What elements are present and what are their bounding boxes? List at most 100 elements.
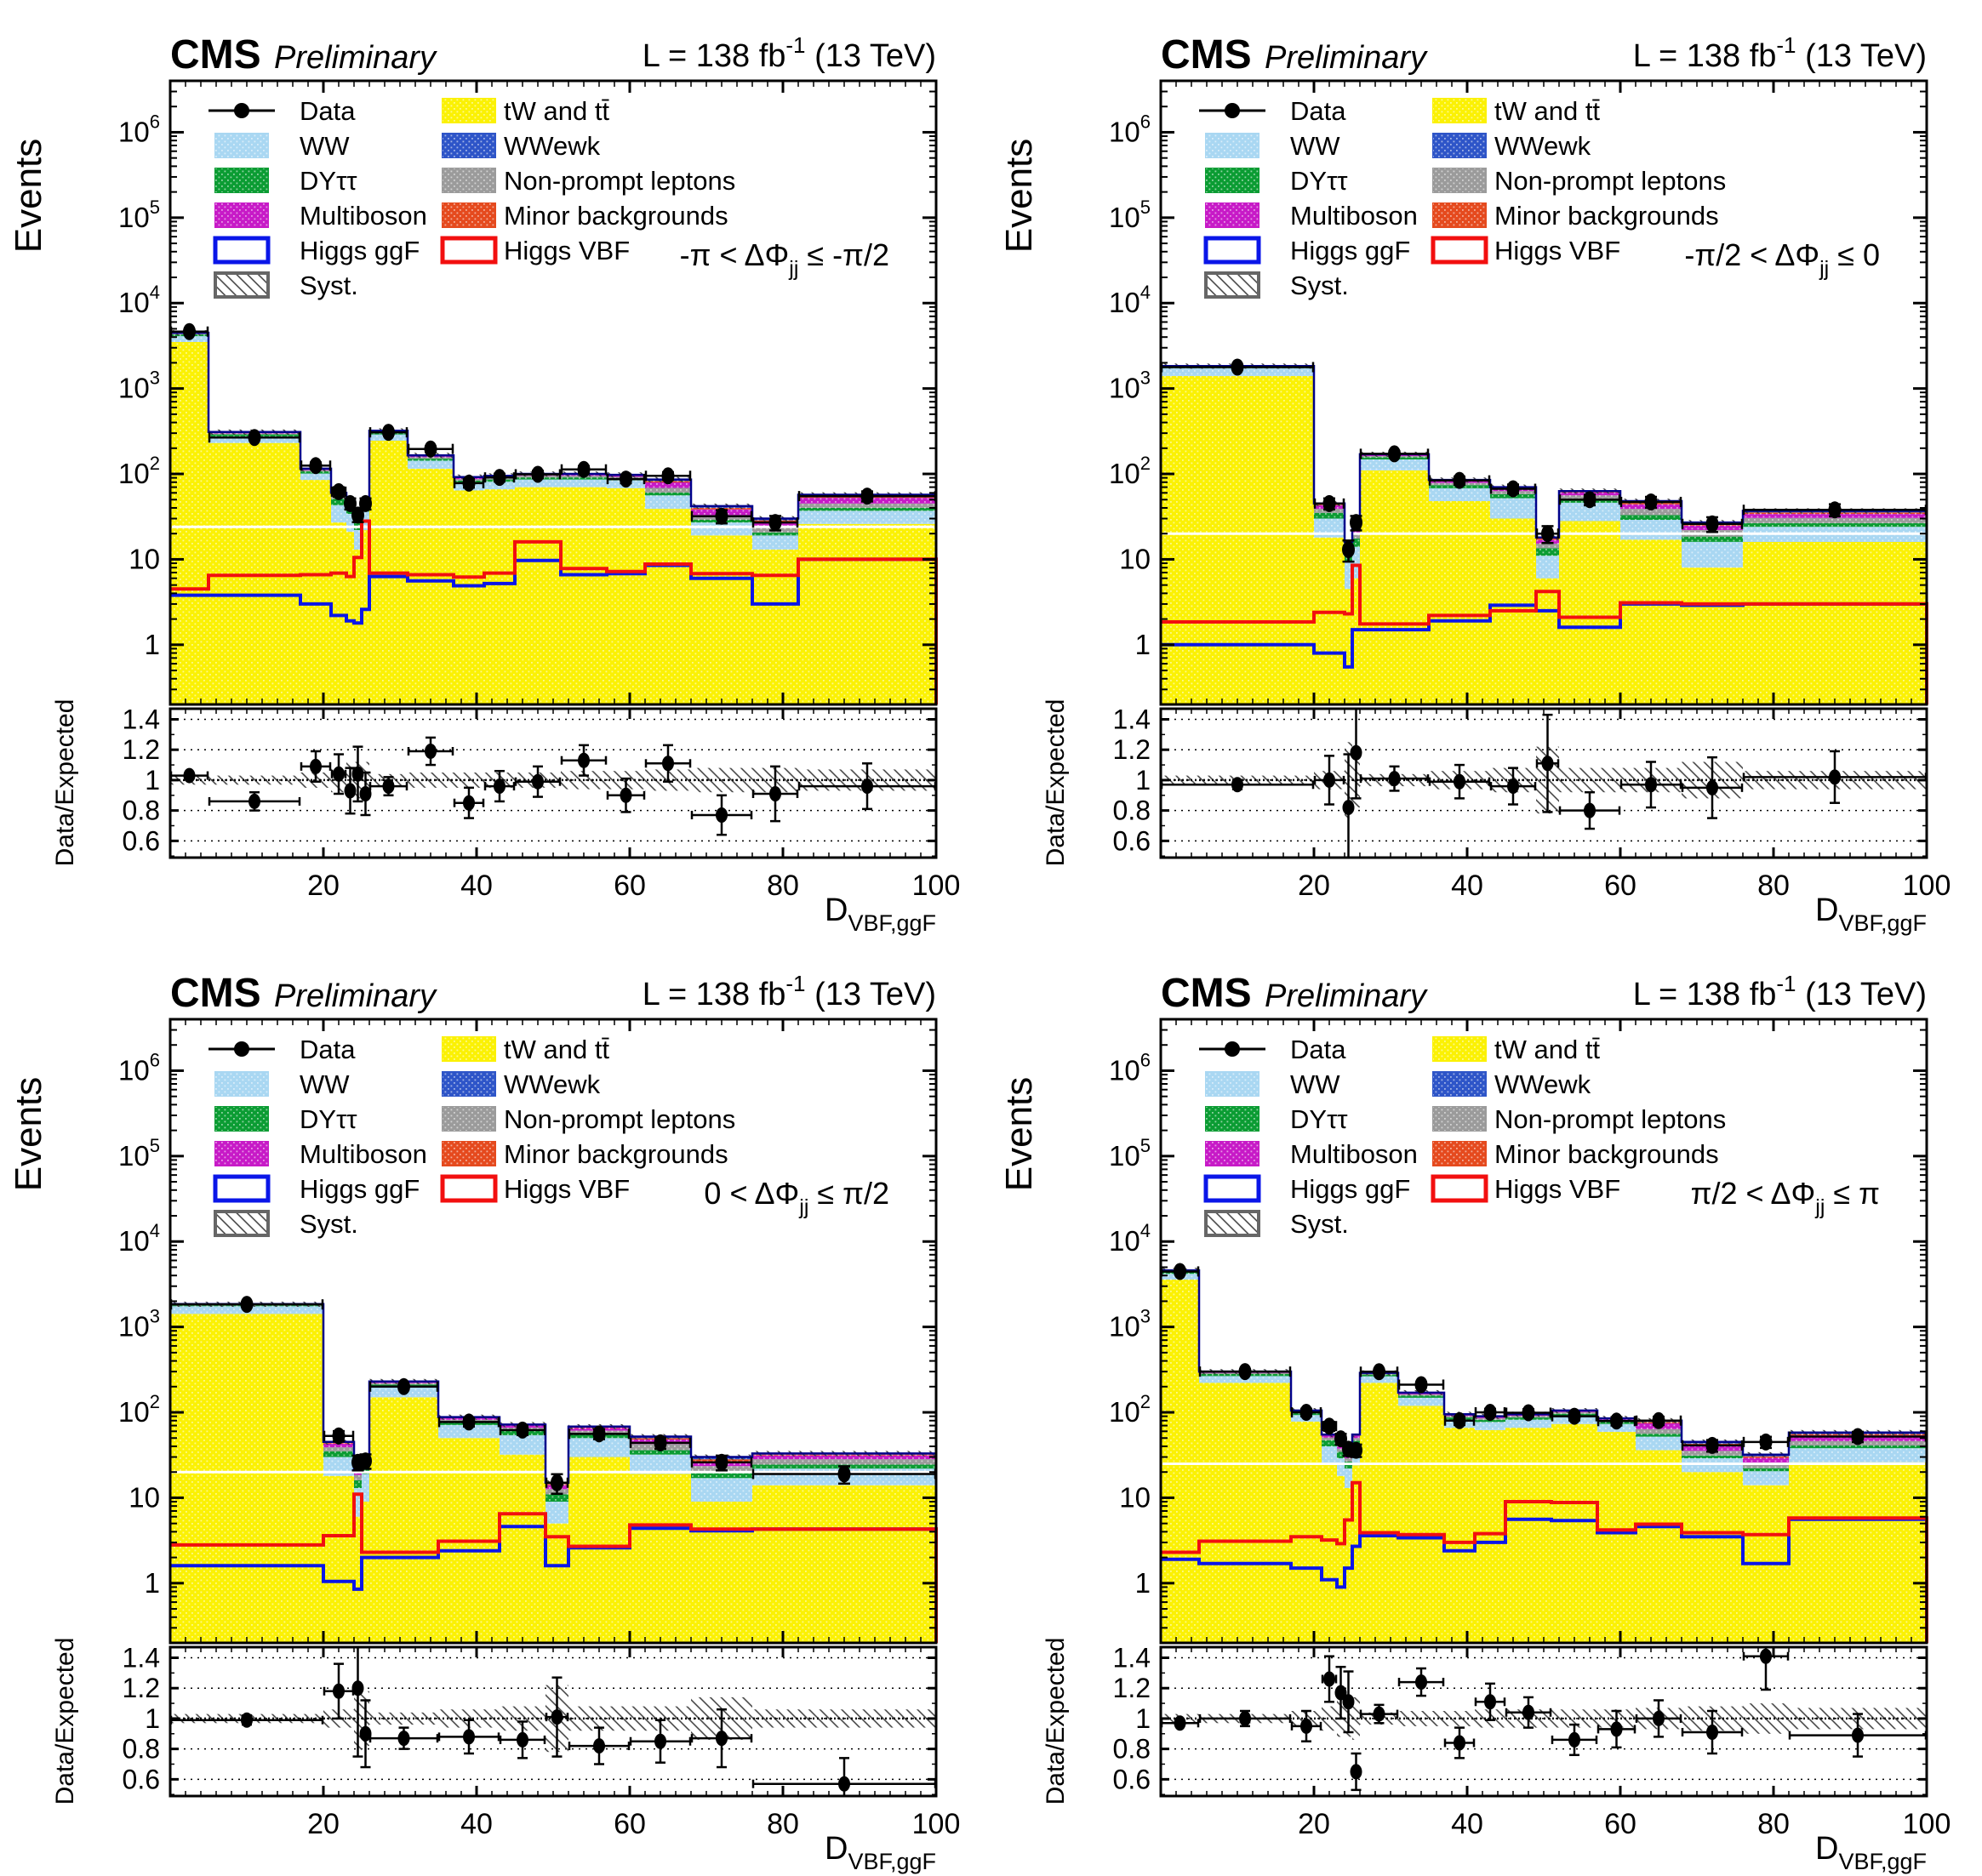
texture-rect xyxy=(1360,453,1429,704)
higgs-vbf-line xyxy=(170,519,938,704)
ratio-tick-label: 0.6 xyxy=(123,825,160,856)
ratio-point xyxy=(407,736,454,767)
panel-header: CMS Preliminary L = 138 fb-1 (13 TeV) xyxy=(1161,971,1927,1016)
x-tick-label: 100 xyxy=(1903,870,1951,902)
ratio-marker xyxy=(1342,1694,1355,1710)
ratio-tick-label: 0.6 xyxy=(123,1764,160,1794)
y-tick-label: 10 xyxy=(129,543,160,574)
legend-swatch-texture xyxy=(215,203,268,227)
data-point xyxy=(751,514,799,532)
legend: Data WW DYττ Multiboson Higgs ggF Syst. tW and… xyxy=(208,1035,735,1239)
ratio-point xyxy=(453,786,485,819)
ratio-point xyxy=(351,745,364,803)
x-axis-title-group: DVBF,ggF xyxy=(825,1831,936,1874)
x-tick-label: 80 xyxy=(1757,870,1790,902)
legend-swatch-texture xyxy=(443,203,495,227)
y-tick-label: 104 xyxy=(118,1220,160,1257)
data-point xyxy=(1489,480,1537,498)
data-marker xyxy=(351,506,364,524)
ratio-point xyxy=(1397,1667,1445,1697)
data-point xyxy=(1443,1411,1476,1429)
ratio-marker xyxy=(333,1683,345,1699)
y-tick-label: 105 xyxy=(1109,1135,1151,1172)
ratio-plot: 0.60.811.21.4 20 40 60 80 100 xyxy=(1113,704,1951,903)
ratio-point xyxy=(1359,765,1430,792)
data-point xyxy=(1198,1363,1292,1381)
texture-rect xyxy=(545,1482,568,1643)
legend-line-swatch xyxy=(213,236,271,265)
legend-swatch-texture xyxy=(1433,1072,1486,1096)
legend-label: Data xyxy=(300,1035,356,1064)
data-point xyxy=(1359,1363,1399,1381)
legend-item-higgs_ggf: Higgs ggF xyxy=(1203,236,1410,265)
ratio-point xyxy=(545,1676,569,1758)
ratio-point xyxy=(1474,1682,1506,1721)
data-point xyxy=(1558,491,1621,509)
ratio-marker xyxy=(1239,1710,1251,1726)
legend-hatch-swatch xyxy=(1204,271,1260,299)
ratio-tick-label: 0.8 xyxy=(1113,795,1151,826)
ratio-point xyxy=(1359,1703,1399,1725)
preliminary-label: Preliminary xyxy=(1265,978,1428,1014)
legend-label: Data xyxy=(300,96,356,126)
texture-rect xyxy=(752,518,798,704)
legend-swatch-texture xyxy=(443,99,495,123)
legend-item-data: Data xyxy=(1199,1035,1346,1064)
legend-item-dytt: DYττ xyxy=(214,166,357,196)
ratio-marker xyxy=(1645,777,1657,793)
legend-data-marker xyxy=(1225,1041,1240,1057)
y-tick-label: 102 xyxy=(1109,1391,1151,1428)
legend-label: Non-prompt leptons xyxy=(504,1104,735,1134)
texture-rect xyxy=(1291,1410,1322,1643)
legend-swatch-texture xyxy=(1433,203,1486,227)
legend-item-multiboson: Multiboson xyxy=(1205,201,1418,231)
x-axis-title: DVBF,ggF xyxy=(1815,1831,1927,1874)
ratio-syst-rect xyxy=(208,775,300,785)
legend-item-minor: Minor backgrounds xyxy=(442,201,728,231)
legend-item-tw_tt: tW and tt̄ xyxy=(1432,1035,1600,1064)
lumi-label: L = 138 fb-1 (13 TeV) xyxy=(643,32,936,74)
panel-top-right: CMS Preliminary L = 138 fb-1 (13 TeV) Event… xyxy=(991,0,1982,938)
data-point xyxy=(1474,1404,1506,1422)
data-marker xyxy=(1759,1433,1773,1451)
legend-item-higgs_ggf: Higgs ggF xyxy=(1203,1174,1410,1204)
legend-hatch-swatch xyxy=(214,1210,270,1237)
higgs-ggf-line xyxy=(170,1525,938,1643)
ratio-point xyxy=(644,744,692,783)
texture-rect xyxy=(1345,1453,1352,1643)
ratio-marker xyxy=(1323,772,1335,788)
legend-item-higgs_ggf: Higgs ggF xyxy=(213,1174,420,1204)
texture-rect xyxy=(1505,1414,1551,1643)
main-axes: 1 10 102 103 104 105 106 xyxy=(1109,1018,1928,1645)
preliminary-label: Preliminary xyxy=(274,978,437,1014)
ratio-point xyxy=(169,1712,324,1728)
legend-label: Data xyxy=(1290,96,1346,126)
x-tick-label: 60 xyxy=(614,1808,646,1840)
legend-item-ww: WW xyxy=(214,1069,350,1099)
ratio-marker xyxy=(532,773,544,790)
panel-svg: CMS Preliminary L = 138 fb-1 (13 TeV) Event… xyxy=(8,32,960,936)
legend-label: Higgs VBF xyxy=(504,1174,630,1204)
x-tick-label: 60 xyxy=(1604,1808,1636,1840)
legend-item-minor: Minor backgrounds xyxy=(1432,201,1719,231)
legend-label: tW and tt̄ xyxy=(504,1035,609,1064)
data-point xyxy=(359,494,372,512)
ratio-marker xyxy=(1373,1706,1385,1722)
ratio-tick-label: 1.2 xyxy=(123,1673,160,1703)
phase-space-annotation: 0 < ΔΦjj ≤ π/2 xyxy=(704,1176,889,1219)
ratio-point xyxy=(514,765,562,798)
panel-svg: CMS Preliminary L = 138 fb-1 (13 TeV) Event… xyxy=(8,971,960,1874)
ratio-axis-title: Data/Expected xyxy=(51,699,79,867)
data-marker xyxy=(332,482,346,500)
data-marker xyxy=(1231,358,1244,376)
data-marker xyxy=(516,1421,529,1439)
ratio-point xyxy=(1535,713,1560,813)
ratio-marker xyxy=(769,786,781,801)
panel-svg: CMS Preliminary L = 138 fb-1 (13 TeV) Event… xyxy=(998,971,1951,1874)
ratio-marker xyxy=(1852,1727,1864,1743)
x-tick-label: 60 xyxy=(1604,870,1636,902)
ratio-marker xyxy=(1706,779,1718,795)
y-tick-label: 103 xyxy=(1109,1306,1151,1343)
legend-item-data: Data xyxy=(1199,96,1346,126)
